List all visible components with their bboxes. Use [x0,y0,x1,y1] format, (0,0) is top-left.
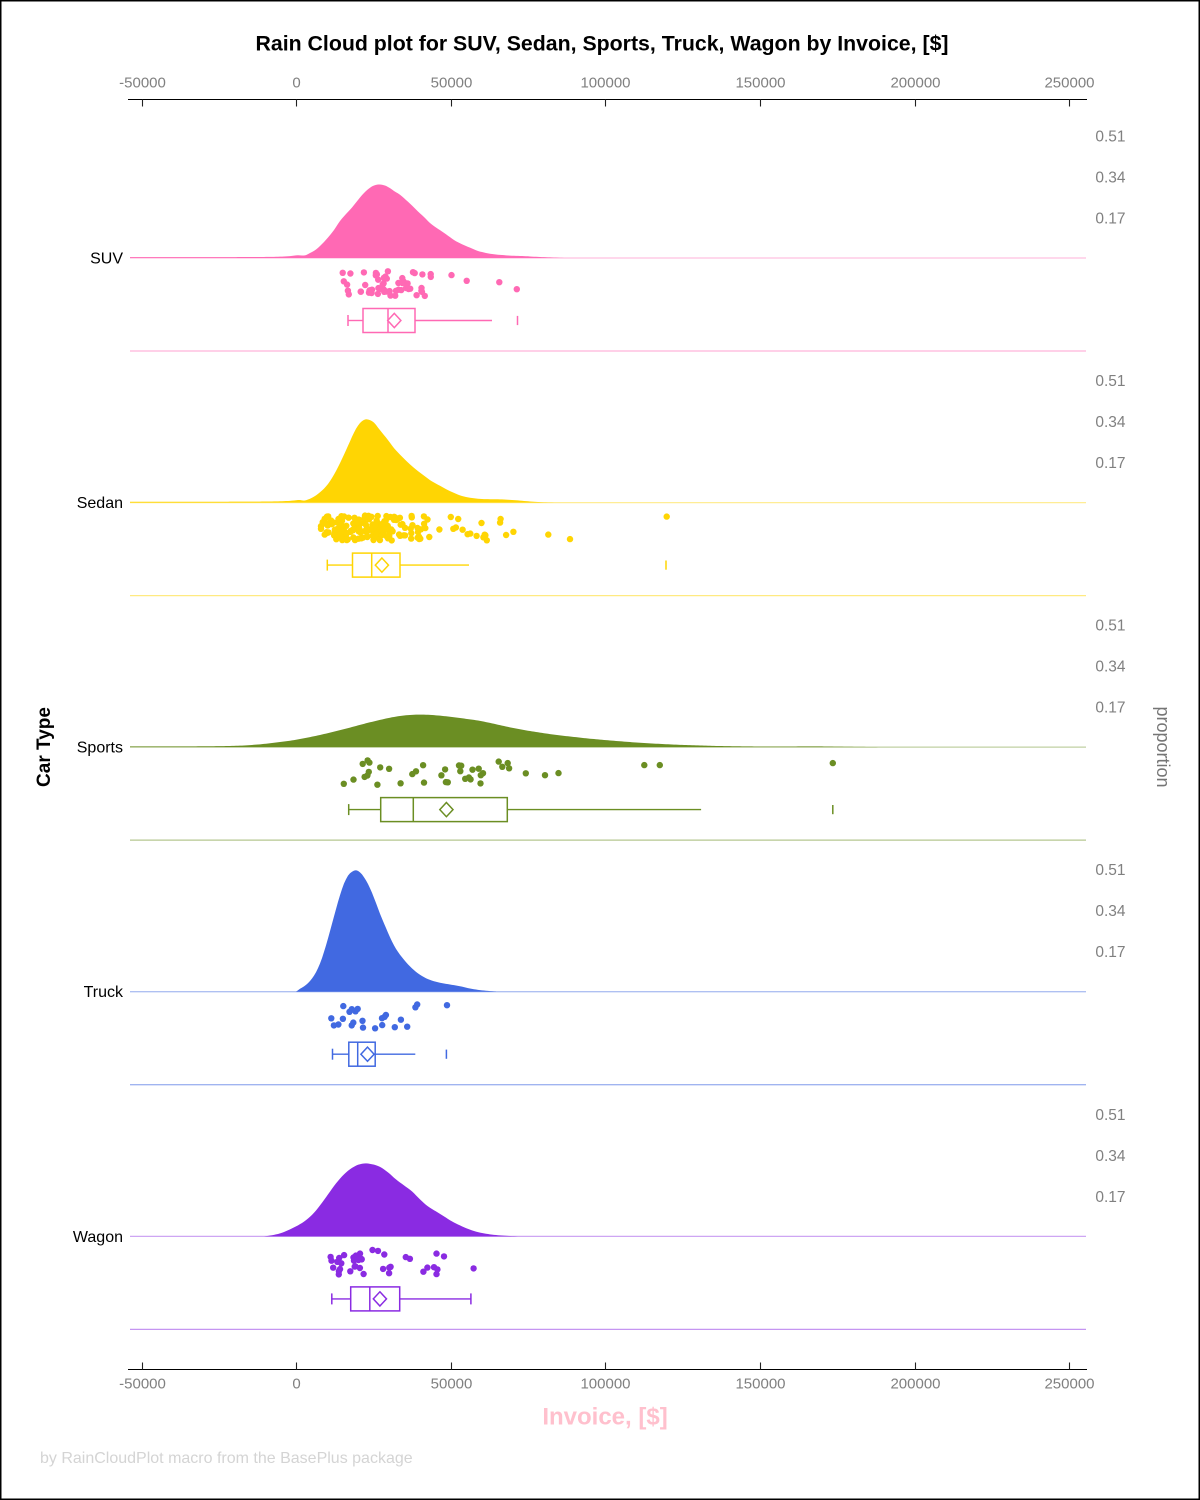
svg-text:0.17: 0.17 [1095,211,1125,228]
svg-text:0.51: 0.51 [1095,373,1125,390]
svg-text:0.34: 0.34 [1095,170,1126,187]
svg-text:SUV: SUV [90,251,123,268]
svg-text:0.51: 0.51 [1095,618,1125,635]
svg-text:proportion: proportion [1153,706,1173,787]
svg-text:50000: 50000 [431,1375,473,1392]
svg-text:Rain Cloud plot for SUV, Sedan: Rain Cloud plot for SUV, Sedan, Sports, … [255,32,948,56]
svg-text:100000: 100000 [580,1375,630,1392]
svg-text:Sedan: Sedan [77,495,123,512]
svg-text:250000: 250000 [1044,75,1094,92]
svg-text:-50000: -50000 [119,1375,166,1392]
svg-text:200000: 200000 [890,75,940,92]
svg-text:Sports: Sports [77,740,123,757]
svg-text:100000: 100000 [580,75,630,92]
svg-text:0.51: 0.51 [1095,1107,1125,1124]
svg-text:0.34: 0.34 [1095,1148,1126,1165]
svg-text:0: 0 [292,75,300,92]
svg-text:0.34: 0.34 [1095,903,1126,920]
svg-text:Truck: Truck [84,984,124,1001]
svg-text:150000: 150000 [735,1375,785,1392]
svg-text:250000: 250000 [1044,1375,1094,1392]
svg-text:0.17: 0.17 [1095,1189,1125,1206]
svg-text:-50000: -50000 [119,75,166,92]
svg-text:0.51: 0.51 [1095,129,1125,146]
svg-text:Wagon: Wagon [73,1229,123,1246]
svg-text:0.51: 0.51 [1095,862,1125,879]
svg-text:0.34: 0.34 [1095,659,1126,676]
svg-text:Car Type: Car Type [34,707,55,787]
svg-text:0.17: 0.17 [1095,455,1125,472]
svg-text:200000: 200000 [890,1375,940,1392]
svg-text:0: 0 [292,1375,300,1392]
svg-text:0.17: 0.17 [1095,700,1125,717]
svg-text:by RainCloudPlot macro from th: by RainCloudPlot macro from the BasePlus… [40,1450,413,1467]
svg-text:50000: 50000 [431,75,473,92]
svg-text:0.17: 0.17 [1095,944,1125,961]
svg-text:Invoice, [$]: Invoice, [$] [542,1404,667,1431]
svg-text:150000: 150000 [735,75,785,92]
svg-text:0.34: 0.34 [1095,414,1126,431]
